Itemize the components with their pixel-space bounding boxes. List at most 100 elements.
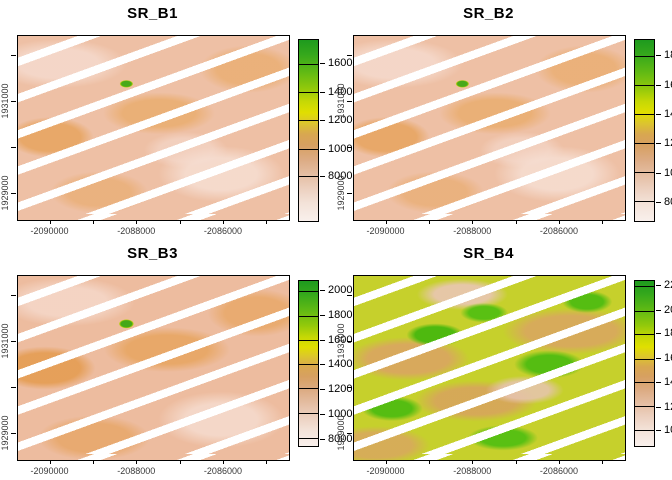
raster-plot[interactable]	[353, 35, 626, 221]
legend-value-label: 12000	[664, 137, 672, 150]
legend-value-label: 18000	[328, 309, 359, 322]
legend-tick	[320, 92, 325, 94]
legend-value-label: 16000	[664, 352, 672, 365]
y-tick	[347, 101, 352, 103]
panel-title: SR_B2	[463, 5, 514, 22]
x-tick-label: -2090000	[366, 226, 405, 236]
legend-colorbar	[298, 39, 319, 222]
legend-tick	[656, 333, 661, 335]
legend-tick	[656, 143, 661, 145]
legend-break-line	[635, 201, 654, 203]
legend-break-line	[635, 429, 654, 431]
raster-panel: SR_B3 -2090000 -2088000 -2086000 1931000 19…	[0, 240, 359, 480]
color-legend: 22000 20000 18000 16000 14000 12000 10000	[634, 279, 672, 447]
legend-value-label: 8000	[328, 170, 353, 183]
y-tick	[11, 193, 16, 195]
y-tick	[347, 433, 352, 435]
legend-tick	[320, 340, 325, 342]
legend-tick	[656, 381, 661, 383]
legend-break-line	[635, 114, 654, 116]
panel-title: SR_B3	[127, 245, 178, 262]
legend-tick	[320, 176, 325, 178]
legend-tick	[656, 114, 661, 116]
legend-tick	[320, 438, 325, 440]
legend-value-label: 10000	[664, 424, 672, 437]
legend-value-label: 12000	[328, 382, 359, 395]
legend-value-label: 18000	[664, 49, 672, 62]
legend-break-line	[635, 143, 654, 145]
legend-break-line	[635, 381, 654, 383]
legend-tick	[320, 315, 325, 317]
scanline-gap-stripes-overlay	[18, 276, 289, 460]
panel-title: SR_B4	[463, 245, 514, 262]
legend-break-line	[299, 290, 318, 292]
color-legend: 16000 14000 12000 10000 8000	[298, 39, 359, 222]
legend-value-label: 20000	[328, 284, 359, 297]
legend-break-line	[635, 406, 654, 408]
y-tick	[347, 341, 352, 343]
y-tick	[347, 193, 352, 195]
legend-break-line	[299, 388, 318, 390]
legend-break-line	[299, 175, 318, 177]
legend-labels: 18000 16000 14000 12000 10000 8000	[655, 39, 672, 222]
legend-break-line	[299, 340, 318, 342]
legend-labels: 16000 14000 12000 10000 8000	[319, 39, 359, 222]
legend-tick	[656, 406, 661, 408]
y-tick	[347, 387, 352, 389]
legend-break-line	[299, 119, 318, 121]
legend-tick	[656, 84, 661, 86]
raster-plot[interactable]	[17, 35, 290, 221]
legend-value-label: 16000	[328, 334, 359, 347]
legend-break-line	[635, 172, 654, 174]
y-tick-label: 1929000	[336, 175, 346, 211]
legend-break-line	[635, 358, 654, 360]
legend-value-label: 18000	[664, 327, 672, 340]
legend-break-line	[299, 315, 318, 317]
x-tick-label: -2090000	[30, 466, 69, 476]
legend-break-line	[635, 85, 654, 87]
legend-value-label: 8000	[664, 195, 672, 208]
legend-break-line	[635, 310, 654, 312]
raster-panel: SR_B1 -2090000 -2088000 -2086000 1931000 19…	[0, 0, 359, 240]
y-tick	[11, 341, 16, 343]
legend-value-label: 16000	[328, 56, 359, 69]
y-tick	[11, 433, 16, 435]
legend-colorbar	[634, 39, 655, 222]
scanline-gap-stripes-overlay	[18, 36, 289, 220]
x-tick-label: -2088000	[453, 466, 492, 476]
x-tick-label: -2088000	[117, 226, 156, 236]
y-tick	[11, 387, 16, 389]
legend-tick	[656, 358, 661, 360]
legend-labels: 20000 18000 16000 14000 12000 10000 8000	[319, 280, 359, 447]
x-tick-label: -2086000	[539, 466, 578, 476]
color-legend: 18000 16000 14000 12000 10000 8000	[634, 39, 672, 222]
legend-tick	[320, 413, 325, 415]
legend-tick	[320, 363, 325, 365]
legend-tick	[656, 172, 661, 174]
y-tick	[11, 55, 16, 57]
legend-tick	[656, 201, 661, 203]
legend-value-label: 20000	[664, 304, 672, 317]
x-tick-label: -2086000	[539, 226, 578, 236]
legend-value-label: 10000	[328, 407, 359, 420]
legend-value-label: 10000	[328, 142, 359, 155]
raster-plot[interactable]	[17, 275, 290, 461]
x-tick-label: -2086000	[203, 466, 242, 476]
legend-break-line	[299, 148, 318, 150]
legend-tick	[320, 119, 325, 121]
y-tick	[11, 147, 16, 149]
legend-tick	[320, 388, 325, 390]
y-tick-label: 1929000	[0, 175, 10, 211]
legend-value-label: 12000	[328, 113, 359, 126]
legend-colorbar	[634, 280, 655, 447]
legend-value-label: 14000	[664, 108, 672, 121]
legend-value-label: 14000	[328, 86, 359, 99]
color-legend: 20000 18000 16000 14000 12000 10000 8000	[298, 280, 359, 447]
legend-tick	[320, 290, 325, 292]
y-tick	[347, 55, 352, 57]
x-tick-label: -2090000	[366, 466, 405, 476]
legend-tick	[656, 310, 661, 312]
legend-break-line	[299, 363, 318, 365]
legend-break-line	[299, 92, 318, 94]
raster-plot[interactable]	[353, 275, 626, 461]
